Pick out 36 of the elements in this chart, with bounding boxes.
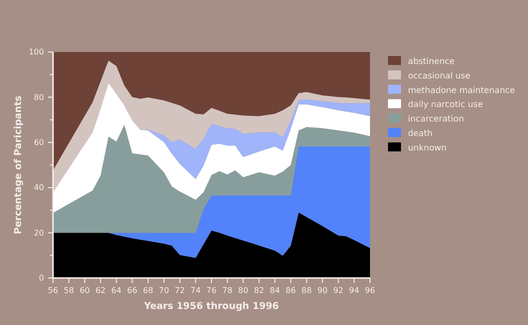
x-tick-label: 60 (80, 286, 90, 296)
x-tick-label: 84 (270, 286, 280, 296)
legend-label: daily narcotic use (408, 100, 483, 110)
y-axis-title: Percentage of Paricipants (13, 95, 24, 234)
legend-label: incarceration (408, 114, 464, 125)
y-tick-label: 80 (34, 92, 44, 102)
x-tick-label: 70 (158, 286, 170, 296)
y-tick-label: 60 (34, 138, 44, 147)
legend-label: occasional use (408, 71, 470, 82)
x-tick-label: 96 (364, 286, 376, 296)
x-tick-label: 90 (317, 286, 328, 296)
x-tick-label: 92 (333, 286, 344, 296)
y-tick-label: 40 (34, 183, 44, 192)
x-tick-label: 74 (190, 286, 201, 296)
legend-label: death (408, 129, 433, 139)
y-tick-label: 100 (28, 48, 44, 57)
x-tick-label: 94 (349, 286, 360, 296)
x-axis-title: Years 1956 through 1996 (143, 301, 280, 312)
y-tick-label: 20 (34, 228, 44, 238)
x-tick-label: 82 (254, 286, 264, 296)
x-tick-label: 58 (64, 286, 74, 296)
x-tick-label: 66 (127, 286, 138, 296)
x-tick-label: 86 (286, 286, 296, 296)
x-tick-label: 68 (143, 286, 154, 296)
x-tick-label: 76 (206, 286, 217, 296)
legend-label: abstinence (408, 57, 455, 67)
x-tick-label: 78 (222, 286, 232, 296)
legend-label: methadone maintenance (408, 86, 516, 96)
x-tick-label: 80 (238, 286, 248, 296)
x-tick-label: 56 (48, 286, 58, 296)
y-tick-label: 0 (38, 274, 44, 283)
x-tick-label: 88 (302, 286, 312, 296)
legend-label: unknown (408, 143, 447, 154)
x-tick-label: 62 (95, 286, 106, 296)
x-tick-label: 72 (174, 286, 185, 296)
x-tick-label: 64 (111, 286, 122, 296)
